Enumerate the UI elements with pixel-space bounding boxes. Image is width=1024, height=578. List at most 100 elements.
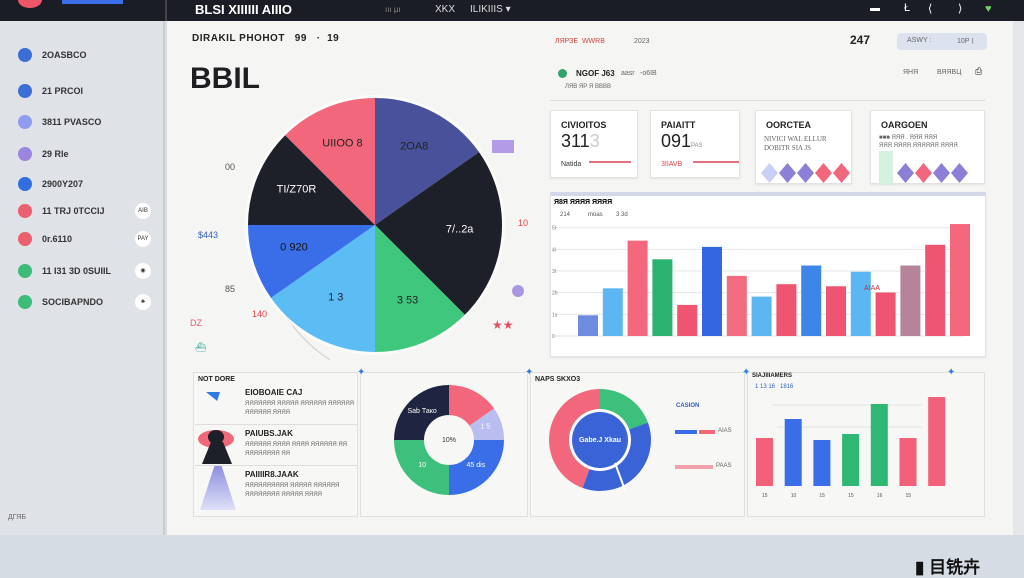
pie-slice [248, 135, 375, 225]
legend-title: CASION [676, 403, 700, 409]
main-pie-chart: 2OA8 7/..2a 3 53 1 3 0 920 TI/Z70R UIIOO 8 00 $4… [190, 95, 528, 361]
bar-chart: Я8Я ЯЯЯЯ ЯЯЯЯ 214 moas 3 3d 0 1s 2h 3l 4l 5l AIAA [552, 199, 970, 340]
list-item-text: ЯЯЯЯЯЯЯ ЯЯЯЯЯ ЯЯЯЯЯЯ ЯЯЯЯЯЯ [245, 401, 354, 407]
diamond-marker [897, 163, 914, 183]
pie-outer-label: 85 [225, 284, 235, 294]
sidebar-badge[interactable]: ◉ [135, 263, 151, 279]
heart-icon[interactable]: ♥ [985, 3, 992, 15]
nav-icon [18, 232, 32, 246]
section-icon [558, 69, 567, 78]
dot-icon [512, 285, 524, 297]
pie-slice [375, 225, 465, 352]
bar [751, 296, 772, 336]
stat-title: OARGOEN [881, 120, 928, 130]
pie-slice [270, 225, 375, 352]
bar [627, 240, 648, 336]
diamond-marker [951, 163, 968, 183]
diamond-marker [761, 163, 778, 183]
bar [826, 286, 846, 336]
flag-icon [492, 140, 514, 153]
sidebar-item[interactable]: 21 PRCOI [18, 84, 83, 98]
bookmark-icon[interactable]: Ł [904, 2, 911, 14]
ring-pointer [614, 462, 626, 491]
bar [756, 438, 773, 486]
stat-card[interactable]: OARGOEN ■■■ ЯЯЯ . ЯЯЯ ЯЯЯ ЯЯЯ ЯЯЯЯ ЯЯЯЯЯ… [870, 110, 985, 185]
stat-text: ЯЯЯ ЯЯЯЯ ЯЯЯЯЯЯ ЯЯЯЯ [879, 143, 958, 149]
count-value: 247 [850, 33, 871, 47]
sidebar-item[interactable]: 29 Rle [18, 147, 69, 161]
sidebar-item[interactable]: 0r.6110 [18, 232, 72, 246]
y-tick-label: 5l [552, 226, 556, 232]
legend-label: moas [588, 212, 603, 218]
sidebar-item-label: 0r.6110 [42, 234, 73, 244]
sidebar-item[interactable]: 3811 PVASCO [18, 115, 101, 129]
sidebar-item[interactable]: 11 TRJ 0TCCIJ [18, 204, 105, 218]
meta-mid: 2023 [634, 38, 650, 45]
nav-item[interactable]: ııı μı [385, 5, 401, 14]
diamond-marker [933, 163, 950, 183]
stat-card[interactable]: CIVIOITOS 3113 Natida [550, 110, 638, 178]
sidebar-badge[interactable]: ♣ [135, 294, 151, 310]
section-action[interactable]: ЯНЯ [903, 69, 919, 76]
sidebar-item[interactable]: SOCIBAPNDO [18, 295, 103, 309]
section-title: NGOF J63 [576, 69, 615, 78]
legend-swatch [675, 430, 697, 434]
bar [925, 244, 946, 336]
y-tick-label: 1s [552, 312, 558, 318]
filter-pill[interactable]: ASWY : 10P ⟨ [897, 33, 987, 50]
nav-item[interactable]: ILIKIIIS ▾ [470, 4, 511, 15]
pill-left-label: ASWY : [907, 37, 932, 44]
sidebar-item[interactable]: 11 I31 3D 0SUIIL [18, 264, 111, 278]
sidebar-item[interactable]: 2OASBCO [18, 48, 87, 62]
list-item-title: PAIUBS.JAK [245, 429, 293, 438]
bar [602, 288, 623, 336]
list-item-text: ЯЯЯЯЯЯ ЯЯЯЯ ЯЯЯЯ ЯЯЯЯЯЯ ЯЯ [245, 442, 347, 448]
sidebar-item[interactable]: 2900Y207 [18, 177, 83, 191]
stat-text: NIVICI WAL ELLUR [764, 135, 827, 143]
sidebar-badge[interactable]: PAY [135, 231, 151, 247]
stat-title: CIVIOITOS [561, 120, 607, 130]
legend-label: PAAS [716, 463, 732, 469]
pie-outer-label: 00 [225, 162, 235, 172]
stat-card[interactable]: PAIAITT 091PAS 3IIAVB [650, 110, 740, 178]
stat-card[interactable]: OORCTEA NIVICI WAL ELLUR DOBITR SIA JS [755, 110, 852, 184]
stat-footer: Natida [561, 161, 582, 168]
sidebar-item-label: SOCIBAPNDO [42, 297, 104, 307]
bar [726, 275, 747, 336]
print-icon[interactable]: ⎙ [975, 66, 983, 76]
legend-label: AIAS [718, 428, 732, 434]
stat-text: DOBITR SIA JS [764, 144, 812, 152]
y-tick-label: 0 [552, 334, 555, 340]
nav-item[interactable]: XKX [435, 4, 456, 15]
bar [813, 440, 831, 486]
sidebar-item-label: 11 I31 3D 0SUIIL [42, 266, 112, 276]
y-tick-label: 2h [552, 291, 558, 297]
legend-label: 3 3d [616, 212, 628, 218]
list-item-text: ЯЯЯЯЯЯ ЯЯЯЯ [245, 410, 290, 416]
sidebar-badge[interactable]: AIB [135, 203, 151, 219]
x-tick-label: 15 [906, 493, 912, 499]
sidebar-item-label: 29 Rle [42, 149, 69, 159]
tab-active[interactable] [62, 0, 123, 4]
sidebar-item-label: 11 TRJ 0TCCIJ [42, 206, 105, 216]
panel-title: NAPS SKXO3 [535, 376, 581, 383]
pill-right-label: 10P ⟨ [957, 38, 975, 45]
x-tick-label: 16 [877, 493, 883, 499]
ring-center-label: Gabe.J Xkau [579, 437, 621, 444]
menu-icon[interactable]: ▬ [870, 3, 880, 14]
app-title: BLSI XIIIIII AIIIO [195, 2, 293, 17]
chart-title: Я8Я ЯЯЯЯ ЯЯЯЯ [554, 199, 612, 206]
pie-outer-label: $443 [198, 230, 218, 240]
slice-label: 1 3 [328, 291, 343, 303]
share-icon[interactable]: ⟩ [958, 3, 963, 15]
scrollbar[interactable] [1013, 21, 1024, 535]
section-action[interactable]: ВЯЯВЦ [937, 69, 962, 76]
nav-icon [18, 84, 32, 98]
bar [875, 292, 896, 336]
back-icon[interactable]: ⟨ [928, 3, 933, 15]
stat-value: 091PAS [661, 131, 703, 151]
sidebar-item-label: 2900Y207 [42, 179, 84, 189]
bar [801, 265, 822, 336]
nav-icon [18, 48, 32, 62]
list-item-text: ЯЯЯЯЯЯЯЯ ЯЯ [245, 451, 290, 457]
